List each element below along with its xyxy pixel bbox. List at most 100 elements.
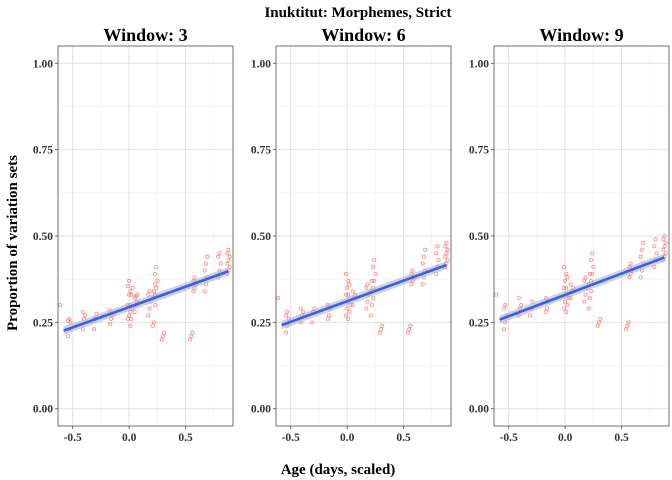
data-point	[129, 316, 134, 321]
data-point	[563, 299, 568, 304]
chart-title: Inuktitut: Morphemes, Strict	[264, 5, 451, 21]
data-point	[127, 292, 132, 297]
x-tick-label: 0.0	[340, 432, 355, 444]
data-point	[369, 303, 375, 308]
data-point	[160, 334, 166, 339]
data-point	[226, 247, 231, 252]
data-point	[502, 306, 507, 311]
panel-title: Window: 9	[539, 25, 623, 45]
data-point	[345, 306, 350, 311]
data-point	[503, 303, 508, 308]
data-point	[372, 278, 377, 283]
data-point	[192, 275, 197, 280]
data-point	[147, 289, 152, 294]
facet-panel-3: Window: 9 0.00 0.25 0.50 0.75 1.00 -0.5 0.0 0.5	[469, 25, 670, 444]
data-point	[652, 244, 657, 249]
x-tick-label: -0.5	[282, 432, 300, 444]
data-point	[152, 271, 158, 277]
data-point	[80, 309, 85, 315]
data-point	[350, 289, 355, 294]
data-point	[519, 303, 524, 308]
data-point	[494, 292, 499, 297]
y-tick-label: 0.00	[469, 404, 489, 416]
data-point	[227, 254, 232, 259]
data-point	[128, 323, 133, 328]
y-tick-label: 0.50	[469, 231, 489, 243]
data-point	[653, 237, 658, 242]
data-point	[588, 258, 594, 263]
data-point	[325, 316, 330, 321]
data-point	[502, 327, 507, 332]
data-point	[595, 323, 600, 328]
data-point	[565, 303, 570, 308]
data-point	[591, 265, 596, 270]
regression-line	[499, 256, 665, 321]
y-tick-label: 0.75	[469, 145, 489, 157]
data-point	[151, 320, 157, 325]
data-point	[408, 323, 413, 328]
data-point	[153, 282, 158, 287]
y-tick-label: 0.50	[33, 231, 53, 243]
data-point	[370, 265, 376, 270]
data-point	[663, 240, 668, 245]
data-point	[568, 282, 573, 287]
data-point	[350, 303, 355, 308]
y-tick-label: 0.00	[33, 404, 53, 416]
data-point	[284, 313, 289, 318]
data-point	[587, 296, 593, 301]
data-point	[216, 254, 221, 259]
data-point	[420, 261, 425, 266]
y-tick-label: 0.25	[251, 317, 271, 329]
data-point	[369, 278, 375, 283]
data-point	[623, 327, 629, 332]
data-point	[347, 282, 352, 287]
data-point	[444, 240, 449, 245]
data-point	[327, 313, 332, 318]
data-point	[364, 285, 369, 290]
data-point	[661, 237, 666, 242]
data-point	[135, 292, 140, 297]
data-point	[626, 320, 631, 325]
y-axis-label: Proportion of variation sets	[5, 155, 21, 331]
data-point	[346, 292, 351, 297]
data-point	[132, 309, 137, 315]
data-point	[343, 292, 348, 297]
data-point	[368, 313, 373, 318]
data-point	[83, 313, 88, 318]
x-tick-label: 0.5	[614, 432, 629, 444]
data-point	[364, 306, 369, 311]
data-point	[445, 247, 450, 252]
data-point	[598, 316, 603, 321]
regression-line	[281, 263, 447, 327]
data-point	[582, 299, 587, 304]
data-point	[155, 278, 160, 283]
x-tick-label: 0.5	[396, 432, 411, 444]
x-axis-label: Age (days, scaled)	[281, 462, 396, 478]
data-point	[203, 261, 208, 266]
data-point	[564, 271, 569, 277]
data-point	[435, 244, 440, 249]
data-point	[107, 322, 112, 327]
panel-title: Window: 3	[103, 25, 187, 45]
data-point	[378, 327, 384, 332]
data-point	[639, 247, 644, 252]
data-point	[346, 316, 351, 321]
data-point	[217, 251, 222, 256]
data-point	[641, 240, 646, 245]
data-point	[127, 278, 132, 283]
data-point	[627, 275, 632, 280]
data-point	[587, 271, 593, 277]
chart-panels: Window: 30.000.250.500.751.00-0.5 0.0 0.5W…	[33, 25, 670, 444]
data-point	[405, 330, 411, 335]
data-point	[92, 327, 97, 332]
data-point	[563, 278, 568, 283]
data-point	[528, 313, 533, 318]
data-point	[590, 251, 595, 256]
data-point	[191, 289, 196, 294]
data-point	[583, 292, 588, 297]
data-point	[583, 275, 588, 280]
data-point	[662, 233, 667, 239]
panel-title: Window: 6	[321, 25, 405, 45]
data-point	[202, 289, 207, 294]
data-point	[218, 261, 223, 266]
